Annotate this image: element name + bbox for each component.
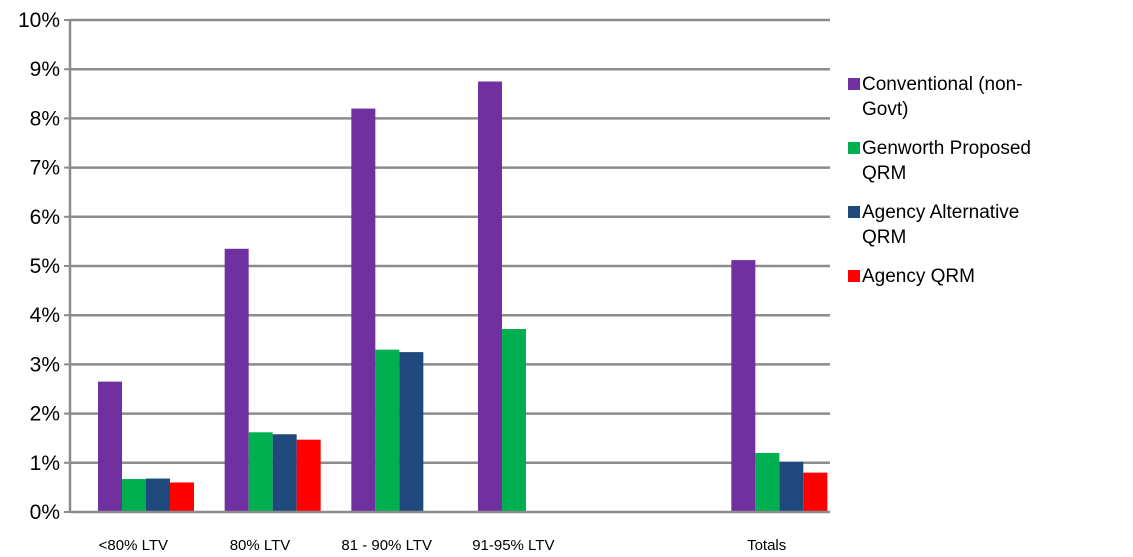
legend-swatch [848,78,860,90]
bar [779,461,804,512]
bar [272,434,297,512]
legend-label-line: QRM [862,227,906,248]
legend: Conventional (non- Govt) Genworth Proposed… [848,74,1031,287]
bar [296,439,321,512]
legend-entry: Conventional (non- Govt) [862,74,1023,120]
y-tick-label: 6% [30,206,60,229]
legend-label-line: QRM [862,163,906,184]
bar [731,260,756,512]
y-tick-label: 5% [30,255,60,278]
bar [122,479,146,512]
bar [755,452,780,512]
bar [98,381,122,512]
legend-label-line: Govt) [862,99,908,120]
legend-label-line: Genworth Proposed [862,138,1031,159]
legend-entry: Agency Alternative QRM [862,202,1019,248]
y-tick-label: 7% [30,157,60,180]
x-tick-label: 80% LTV [230,537,291,554]
legend-label-line: Agency Alternative [862,202,1019,223]
bar [170,482,194,512]
legend-swatch [848,142,860,154]
legend-entry: Agency QRM [862,266,975,287]
legend-swatch [848,270,860,282]
bar [146,478,170,512]
bar [478,81,502,512]
gridlines [70,18,830,465]
legend-entry: Genworth Proposed QRM [862,138,1031,184]
y-tick-label: 1% [30,452,60,475]
legend-label-line: Conventional (non- [862,74,1023,95]
bar [351,108,376,512]
y-tick-label: 8% [30,107,60,130]
y-tick-label: 9% [30,58,60,81]
y-tick-label: 2% [30,403,60,426]
bar [375,349,400,512]
bars [98,81,828,512]
bar [803,472,828,512]
x-axis-ticks: <80% LTV 80% LTV 81 - 90% LTV 91-95% LTV Tot… [99,537,787,554]
bar [224,248,249,512]
y-tick-label: 3% [30,353,60,376]
legend-swatch [848,206,860,218]
x-tick-label: 91-95% LTV [472,537,554,554]
x-tick-label: 81 - 90% LTV [341,537,432,554]
y-tick-label: 10% [18,9,60,32]
y-tick-label: 4% [30,304,60,327]
x-tick-label: <80% LTV [99,537,168,554]
bar [248,432,273,512]
bar [502,328,526,512]
x-tick-label: Totals [747,537,786,554]
y-axis-ticks: 0% 1% 2% 3% 4% 5% 6% 7% 8% 9% 10% [18,9,70,524]
y-tick-label: 0% [30,501,60,524]
bar [399,352,424,512]
legend-label-line: Agency QRM [862,266,975,287]
